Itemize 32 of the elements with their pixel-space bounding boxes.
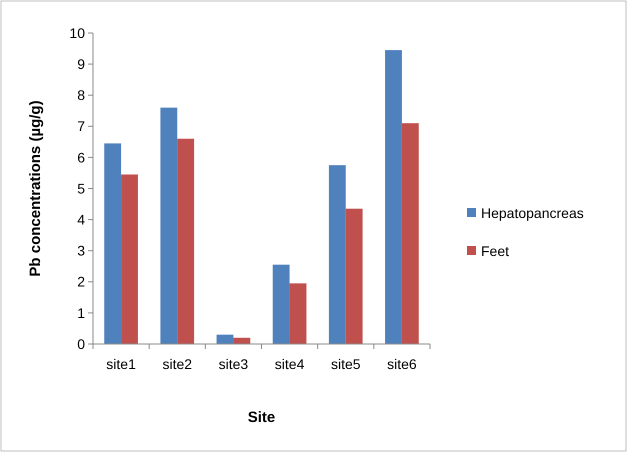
x-tick-label: site2 xyxy=(162,356,192,372)
bar xyxy=(177,138,194,344)
bar xyxy=(328,165,346,344)
x-tick-label: site1 xyxy=(106,356,136,372)
bar xyxy=(385,50,402,344)
y-tick-label: 6 xyxy=(77,149,86,166)
y-tick-label: 8 xyxy=(77,87,86,104)
y-tick-label: 4 xyxy=(77,212,86,228)
y-tick-label: 10 xyxy=(69,24,86,41)
bar xyxy=(272,264,290,344)
bar xyxy=(346,208,363,344)
bar xyxy=(160,108,178,344)
y-tick-label: 5 xyxy=(77,180,86,196)
legend-label: Hepatopancreas xyxy=(481,204,584,221)
legend-label: Feet xyxy=(481,242,510,259)
bar xyxy=(216,334,234,344)
y-tick-label: 3 xyxy=(77,242,86,259)
y-tick-label: 9 xyxy=(77,56,86,72)
y-axis-title: Pb concentrations (µg/g) xyxy=(27,100,44,277)
y-tick-label: 0 xyxy=(77,336,86,352)
x-tick-label: site3 xyxy=(218,356,248,372)
y-tick-label: 2 xyxy=(77,274,86,290)
y-tick-label: 1 xyxy=(77,304,86,321)
y-tick-label: 7 xyxy=(77,118,86,134)
x-tick-label: site6 xyxy=(387,356,417,372)
x-tick-label: site4 xyxy=(274,356,305,372)
bar xyxy=(121,174,138,344)
bar xyxy=(402,123,419,344)
x-tick-label: site5 xyxy=(330,356,361,372)
bar xyxy=(290,283,306,344)
bar xyxy=(104,143,122,344)
x-axis-title: Site xyxy=(248,409,276,426)
